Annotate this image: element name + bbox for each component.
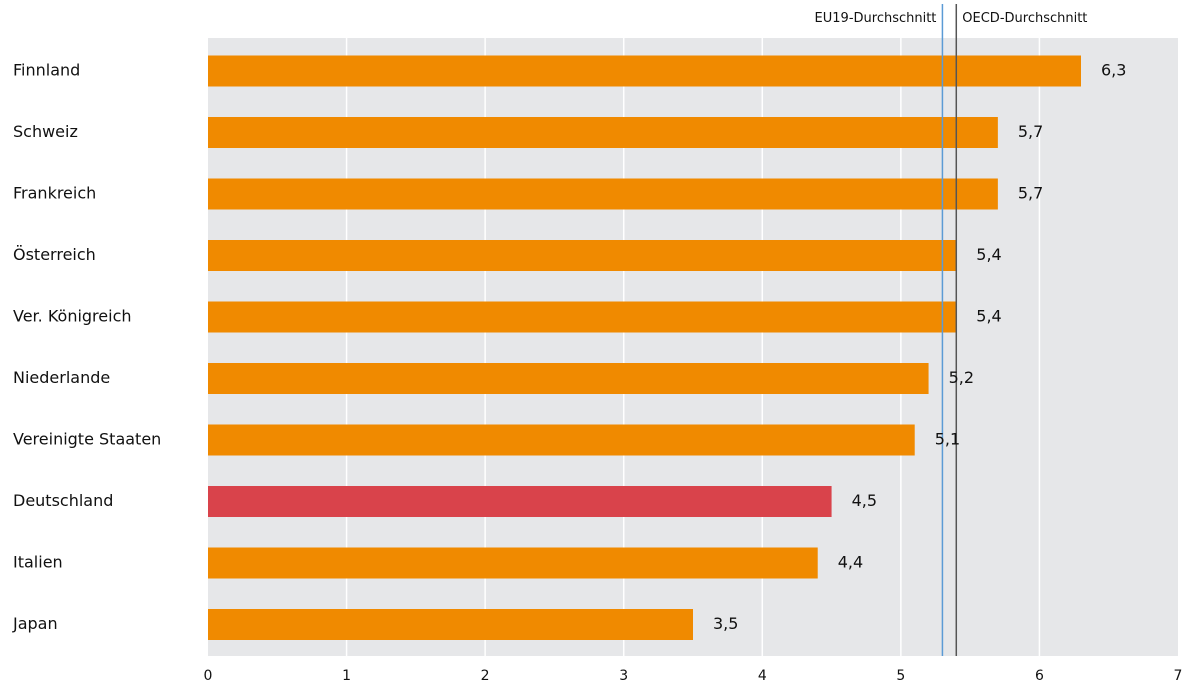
bar-niederlande [208, 363, 929, 394]
value-label-vereinigte-staaten: 5,1 [935, 430, 960, 449]
x-tick-label-3: 3 [619, 668, 628, 684]
category-label-ver-k-nigreich: Ver. Königreich [13, 307, 132, 326]
value-label-italien: 4,4 [838, 553, 863, 572]
value-label-frankreich: 5,7 [1018, 184, 1043, 203]
category-label--sterreich: Österreich [13, 245, 96, 264]
category-label-deutschland: Deutschland [13, 491, 113, 510]
bar-frankreich [208, 179, 998, 210]
value-label--sterreich: 5,4 [976, 245, 1001, 264]
category-label-vereinigte-staaten: Vereinigte Staaten [13, 430, 161, 449]
reference-label-eu19: EU19-Durchschnitt [815, 11, 937, 26]
x-axis-ticks: 0 1 2 3 4 5 6 7 [204, 668, 1183, 684]
value-label-schweiz: 5,7 [1018, 122, 1043, 141]
category-label-frankreich: Frankreich [13, 184, 96, 203]
x-tick-label-2: 2 [481, 668, 490, 684]
category-label-japan: Japan [12, 614, 58, 633]
x-tick-label-7: 7 [1174, 668, 1183, 684]
bar-ver-k-nigreich [208, 302, 956, 333]
bar-italien [208, 548, 818, 579]
category-label-schweiz: Schweiz [13, 122, 78, 141]
value-label-deutschland: 4,5 [852, 491, 877, 510]
category-label-italien: Italien [13, 553, 63, 572]
bar-deutschland [208, 486, 832, 517]
value-label-ver-k-nigreich: 5,4 [976, 307, 1001, 326]
reference-label-oecd: OECD-Durchschnitt [962, 11, 1087, 26]
bar-schweiz [208, 117, 998, 148]
bar-finnland [208, 56, 1081, 87]
bar-japan [208, 609, 693, 640]
x-tick-label-6: 6 [1035, 668, 1044, 684]
value-label-japan: 3,5 [713, 614, 738, 633]
bar-vereinigte-staaten [208, 425, 915, 456]
value-label-niederlande: 5,2 [949, 368, 974, 387]
x-tick-label-5: 5 [896, 668, 905, 684]
value-label-finnland: 6,3 [1101, 61, 1126, 80]
x-tick-label-1: 1 [342, 668, 351, 684]
category-label-finnland: Finnland [13, 61, 80, 80]
bar--sterreich [208, 240, 956, 271]
x-tick-label-0: 0 [204, 668, 213, 684]
x-tick-label-4: 4 [758, 668, 767, 684]
category-label-niederlande: Niederlande [13, 368, 110, 387]
category-labels: Finnland Schweiz Frankreich Österreich Ver. … [12, 61, 161, 634]
